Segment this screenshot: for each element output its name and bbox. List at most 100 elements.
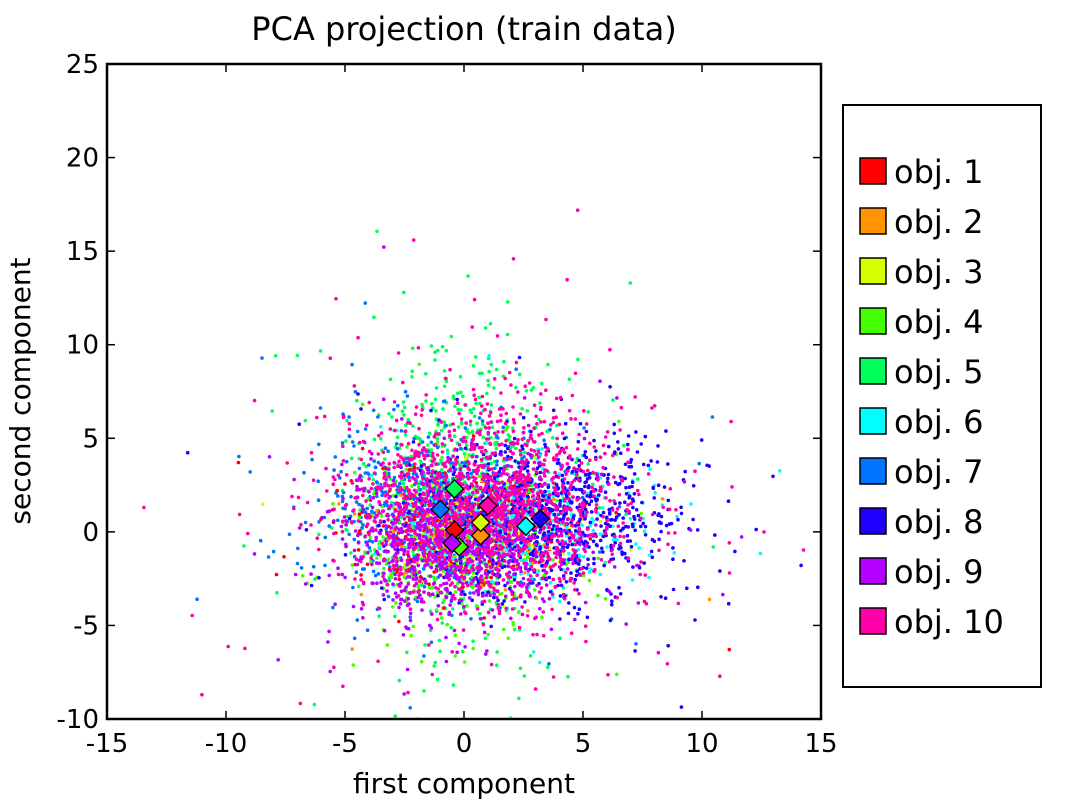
data-point	[449, 565, 454, 569]
data-point	[371, 569, 376, 574]
data-point	[343, 503, 348, 508]
data-point	[387, 496, 391, 500]
data-point	[355, 398, 359, 403]
data-point	[342, 515, 347, 519]
data-point	[612, 499, 616, 503]
data-point	[471, 484, 475, 488]
data-point	[556, 583, 560, 588]
data-point	[447, 429, 452, 434]
data-point	[365, 543, 370, 547]
data-point	[498, 466, 503, 471]
data-point	[336, 518, 340, 523]
data-point	[435, 542, 439, 547]
data-point	[365, 562, 370, 567]
data-point	[260, 502, 265, 507]
data-point	[576, 357, 580, 362]
data-point	[546, 485, 551, 490]
data-point	[519, 453, 523, 457]
data-point	[365, 506, 370, 511]
data-point	[493, 490, 497, 495]
data-point	[328, 669, 333, 674]
data-point	[296, 546, 300, 551]
data-point	[503, 594, 508, 599]
data-point	[512, 557, 516, 561]
data-point	[274, 572, 279, 577]
data-point	[484, 652, 488, 656]
data-point	[368, 535, 373, 540]
data-point	[386, 594, 391, 599]
data-point	[418, 488, 423, 492]
data-point	[555, 498, 559, 503]
data-point	[521, 576, 526, 581]
data-point	[467, 498, 472, 503]
data-point	[574, 487, 578, 492]
data-point	[406, 502, 410, 506]
data-point	[379, 424, 383, 429]
data-point	[557, 599, 562, 604]
data-point	[344, 473, 349, 477]
data-point	[607, 511, 612, 515]
data-point	[270, 409, 275, 413]
data-point	[529, 483, 534, 488]
data-point	[463, 592, 467, 597]
data-point	[526, 423, 531, 428]
data-point	[497, 561, 502, 565]
data-point	[564, 580, 569, 584]
data-point	[518, 448, 522, 453]
data-point	[696, 585, 700, 589]
data-point	[526, 499, 530, 504]
data-point	[431, 560, 435, 564]
data-point	[540, 563, 544, 568]
data-point	[331, 482, 336, 487]
data-point	[349, 456, 354, 461]
data-point	[370, 540, 375, 544]
data-point	[570, 500, 574, 505]
data-point	[412, 565, 416, 569]
data-point	[385, 589, 389, 593]
data-point	[492, 459, 497, 464]
data-point	[397, 577, 402, 581]
data-point	[273, 354, 278, 358]
data-point	[429, 626, 434, 630]
data-point	[412, 537, 417, 542]
data-point	[248, 470, 252, 474]
data-point	[467, 569, 472, 574]
data-point	[603, 451, 607, 456]
data-point	[629, 464, 634, 469]
data-point	[367, 449, 372, 454]
data-point	[389, 575, 394, 580]
data-point	[561, 586, 566, 590]
data-point	[391, 514, 396, 518]
data-point	[496, 602, 501, 607]
data-point	[443, 524, 448, 529]
data-point	[462, 452, 467, 456]
data-point	[422, 524, 426, 529]
data-point	[570, 542, 574, 547]
data-point	[349, 551, 353, 555]
data-point	[668, 487, 673, 491]
data-point	[429, 516, 433, 520]
data-point	[632, 472, 637, 476]
data-point	[470, 566, 475, 570]
data-point	[371, 495, 376, 500]
data-point	[360, 509, 365, 514]
data-point	[456, 391, 460, 396]
data-point	[381, 450, 386, 455]
data-point	[630, 522, 635, 527]
data-point	[500, 602, 505, 606]
data-point	[525, 464, 530, 468]
data-point	[566, 517, 570, 521]
data-point	[551, 497, 556, 502]
data-point	[583, 624, 588, 628]
data-point	[443, 471, 447, 475]
data-point	[562, 436, 567, 441]
data-point	[472, 591, 476, 595]
data-point	[430, 612, 434, 616]
data-point	[416, 584, 421, 588]
data-point	[577, 562, 581, 566]
data-point	[454, 558, 458, 562]
data-point	[445, 592, 450, 596]
data-point	[444, 490, 448, 495]
data-point	[386, 549, 391, 554]
data-point	[511, 426, 515, 431]
